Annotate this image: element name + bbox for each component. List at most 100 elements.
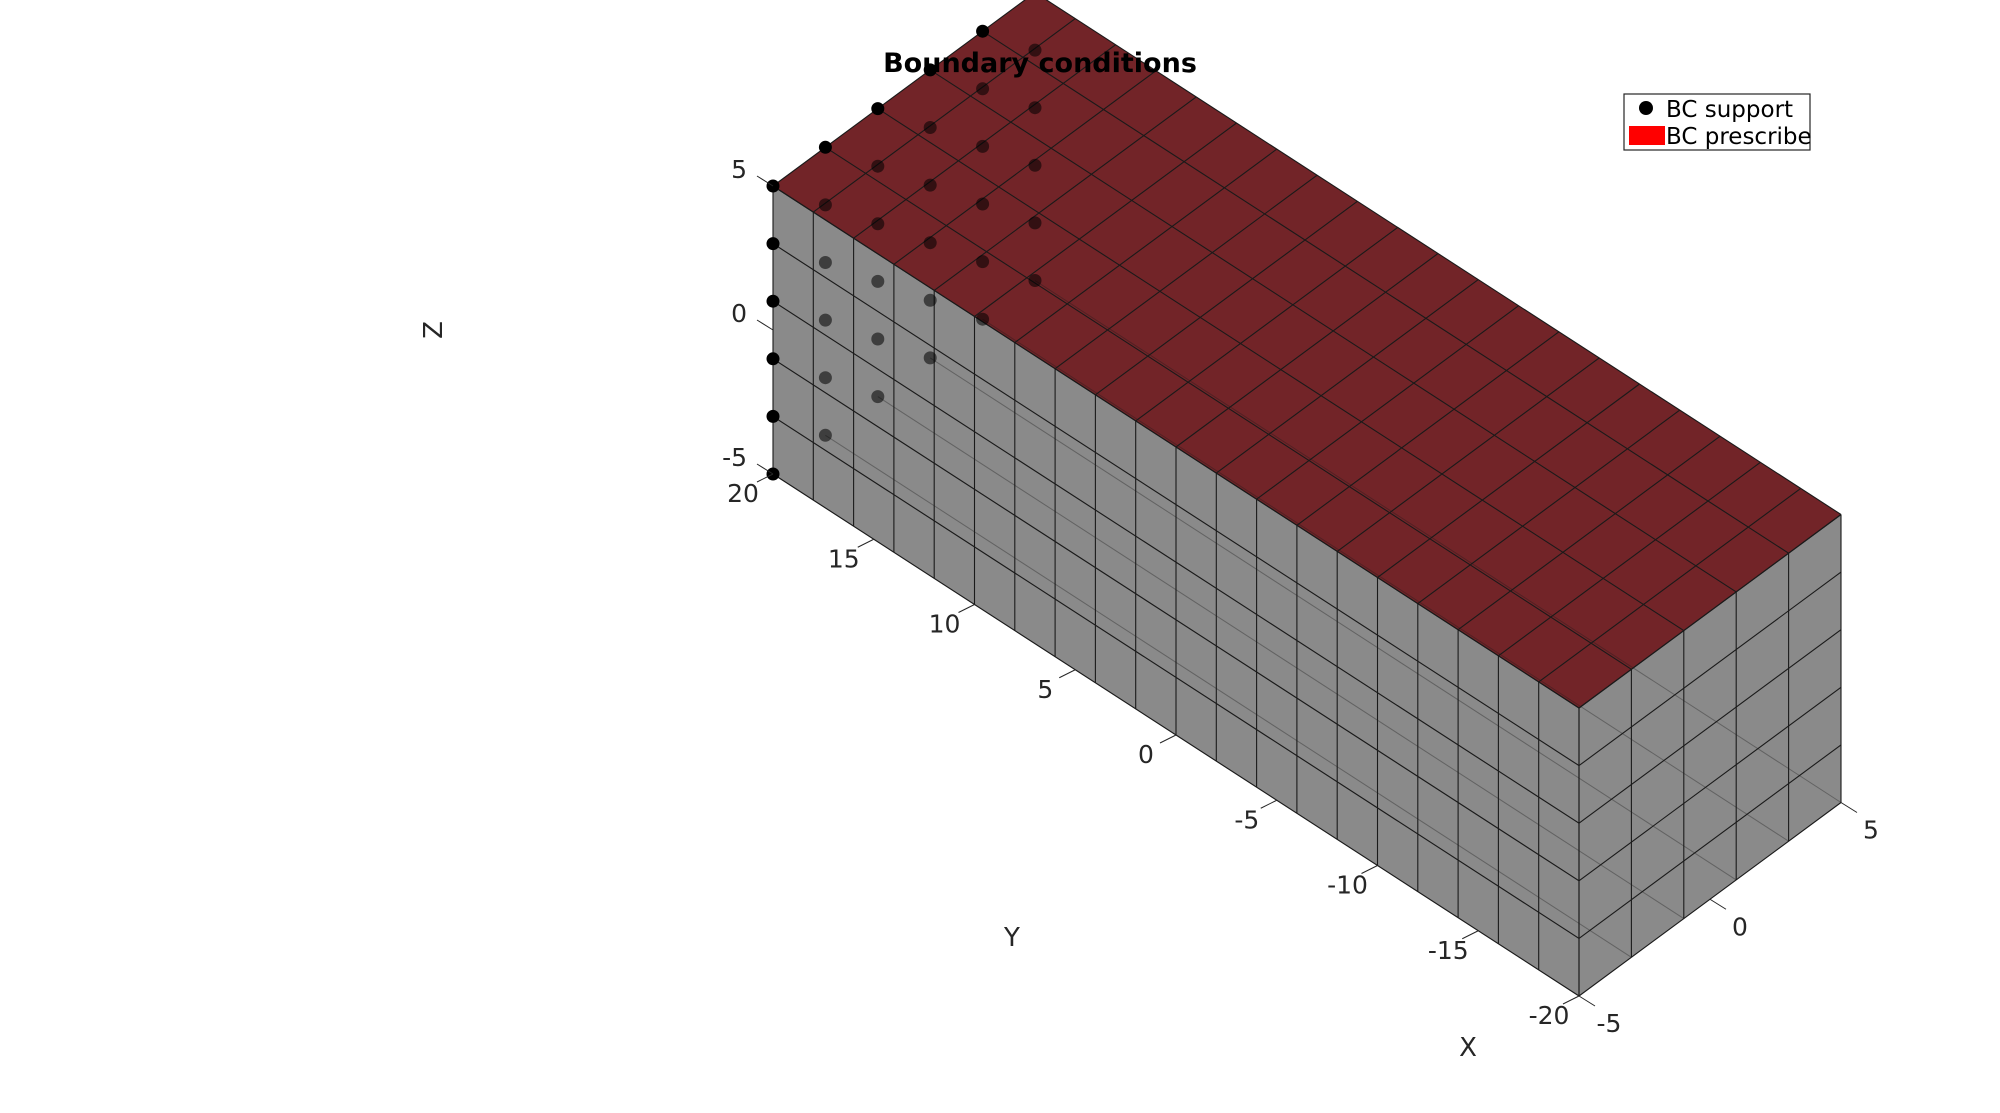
bc-support-point: [766, 237, 780, 251]
mesh-line: [1417, 409, 1681, 605]
legend-label-support: BC support: [1666, 97, 1793, 123]
y-tick-label: 5: [1037, 675, 1053, 704]
bc-support-point: [766, 294, 780, 308]
mesh-line: [1095, 200, 1358, 396]
bc-support-point: [976, 197, 990, 211]
z-tick-mark: [756, 175, 774, 187]
axes: -5 0 5 -20 -15 -10 -5 0 5 10 15 20 -5 0 5 Z Y X: [419, 155, 1879, 1063]
bc-support-point: [818, 198, 832, 212]
bc-support-point: [766, 409, 780, 423]
mesh-line: [1538, 487, 1802, 683]
legend-label-prescribe: BC prescribe: [1666, 124, 1812, 150]
hidden-line: [1034, 280, 1842, 803]
mesh-line: [1135, 226, 1399, 422]
z-tick-label: 0: [731, 299, 747, 328]
y-tick-label: 0: [1138, 740, 1154, 769]
bc-support-point: [871, 390, 885, 404]
mesh-line: [1336, 357, 1600, 552]
y-tick-mark: [1462, 930, 1479, 940]
y-tick-label: 20: [727, 479, 759, 508]
bc-support-point: [871, 102, 885, 116]
z-tick-label: 5: [731, 155, 747, 184]
z-axis-label: Z: [419, 321, 449, 339]
bc-support-point: [976, 82, 990, 96]
y-axis-label: Y: [1003, 923, 1020, 953]
mesh-line: [1578, 629, 1842, 824]
bc-support-point: [976, 312, 990, 326]
bc-support-point: [818, 371, 832, 385]
bc-support-point: [871, 274, 885, 288]
hidden-line: [929, 357, 1737, 881]
x-tick-label: 0: [1732, 912, 1748, 941]
bc-support-point: [766, 352, 780, 366]
y-tick-mark: [1059, 669, 1076, 679]
hidden-line: [877, 396, 1685, 920]
bc-support-point: [818, 140, 832, 154]
z-tick-mark: [756, 319, 774, 331]
bc-support-point: [1028, 158, 1042, 172]
mesh-line: [1175, 253, 1439, 448]
mesh-line: [974, 122, 1237, 317]
z-tick-label: -5: [722, 443, 747, 472]
mesh-line: [1578, 744, 1842, 939]
bc-support-point: [1028, 274, 1042, 287]
bc-prescribe-face: [773, 0, 1841, 708]
y-tick-mark: [1562, 995, 1580, 1005]
x-axis-label: X: [1459, 1033, 1477, 1063]
y-tick-label: 10: [929, 610, 961, 639]
hidden-line: [825, 434, 1632, 958]
mesh-line: [1014, 148, 1278, 344]
mesh-line: [1578, 686, 1842, 882]
legend: BC support BC prescribe: [1623, 93, 1812, 151]
mesh-line: [1578, 514, 1842, 709]
x-tick-mark: [1840, 802, 1858, 813]
hidden-line: [982, 318, 1789, 842]
bc-support-point: [871, 217, 885, 231]
y-tick-label: -5: [1234, 805, 1259, 834]
mesh-edges: [772, 0, 1842, 997]
bc-support-point: [818, 256, 832, 269]
bc-support-point: [1028, 216, 1042, 230]
mesh-line: [1498, 461, 1761, 657]
bc-support-point: [976, 255, 990, 269]
mesh-line: [772, 0, 1026, 187]
bc-support-point: [1028, 101, 1042, 115]
mesh-line: [1377, 383, 1640, 578]
bc-support-markers: [766, 24, 1042, 481]
x-tick-mark: [1578, 995, 1596, 1007]
y-tick-mark: [1361, 865, 1378, 874]
y-tick-label: -15: [1428, 936, 1469, 965]
bc-support-point: [1028, 43, 1042, 57]
mesh-line: [1215, 279, 1479, 474]
legend-support-dot: [1639, 101, 1653, 115]
mesh-line: [1296, 331, 1560, 526]
bc-support-point: [923, 293, 937, 307]
bc-support-point: [923, 351, 937, 365]
bc-support-point: [976, 139, 990, 153]
y-tick-mark: [857, 538, 874, 548]
x-tick-label: -5: [1597, 1009, 1622, 1038]
bc-support-point: [818, 428, 832, 442]
y-tick-label: -20: [1529, 1001, 1570, 1030]
bc-support-point: [923, 236, 937, 250]
mesh-line: [1457, 435, 1721, 631]
bc-support-point: [976, 24, 990, 38]
y-tick-label: -10: [1327, 871, 1368, 900]
z-tick-mark: [756, 463, 774, 475]
y-tick-label: 15: [828, 544, 860, 573]
mesh-line: [1256, 305, 1519, 500]
mesh-line: [893, 70, 1157, 265]
mesh-line: [1578, 571, 1842, 767]
bc-support-point: [923, 63, 937, 77]
bc-support-point: [871, 159, 885, 173]
y-tick-mark: [756, 473, 774, 483]
bc-support-point: [923, 178, 937, 192]
bc-support-point: [871, 332, 885, 346]
x-tick-mark: [1709, 898, 1727, 910]
legend-prescribe-patch: [1629, 126, 1665, 145]
visible-mesh-lines: [772, 0, 1842, 997]
face-y-min: [1579, 514, 1841, 996]
x-tick-label: 5: [1863, 816, 1879, 845]
